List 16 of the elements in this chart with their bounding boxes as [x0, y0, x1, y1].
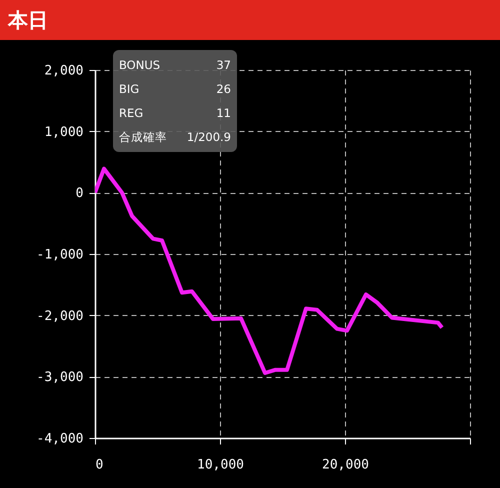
- y-tick-label: 0: [76, 186, 84, 202]
- y-tick-label: -1,000: [36, 248, 84, 262]
- y-tick-label: -2,000: [36, 308, 84, 324]
- x-tick-label: 0: [96, 458, 104, 472]
- text: BONUS 37: [119, 58, 231, 72]
- x-tick-label: 10,000: [197, 458, 244, 472]
- y-tick-label: 2,000: [44, 64, 84, 78]
- text: BIG 26: [119, 82, 231, 96]
- x-tick-label: 20,000: [322, 458, 369, 472]
- line-series: [95, 166, 444, 375]
- y-tick-label: 1,000: [44, 124, 84, 140]
- chart-title: 本日: [0, 0, 500, 40]
- text: 合成確率 1/200.9: [119, 130, 231, 144]
- y-tick-label: -3,000: [36, 370, 84, 386]
- y-tick-label: -4,000: [36, 432, 84, 446]
- text: REG 11: [119, 106, 231, 120]
